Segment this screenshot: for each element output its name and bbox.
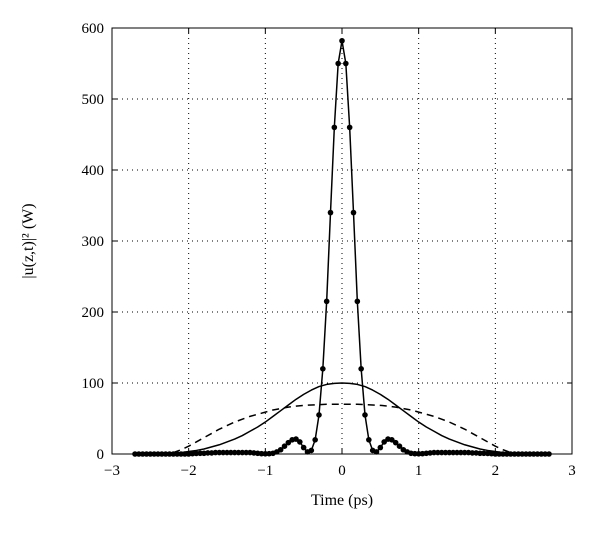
x-tick-label: 1 <box>415 463 423 479</box>
data-point <box>316 412 322 418</box>
data-point <box>331 124 338 131</box>
x-tick-label: 3 <box>568 463 576 479</box>
y-tick-label: 100 <box>82 376 105 392</box>
x-tick-label: −1 <box>257 463 273 479</box>
series-line-solid <box>165 382 519 455</box>
data-point <box>358 366 364 372</box>
data-point <box>477 450 483 457</box>
data-point <box>392 439 399 446</box>
data-point <box>335 60 341 67</box>
data-point <box>350 209 357 216</box>
data-point <box>354 298 361 305</box>
data-point <box>396 443 403 449</box>
data-point <box>293 436 299 442</box>
x-tick-label: 0 <box>338 463 346 479</box>
x-tick-label: −3 <box>104 463 120 479</box>
x-tick-labels: −3 −2 −1 0 1 2 3 <box>104 463 576 479</box>
data-point <box>323 298 330 305</box>
data-point <box>381 439 387 445</box>
data-point <box>389 437 395 443</box>
x-tick-label: −2 <box>181 463 197 479</box>
data-point <box>312 437 318 443</box>
y-tick-label: 200 <box>82 305 105 321</box>
data-point <box>297 439 303 445</box>
y-tick-label: 300 <box>82 234 105 250</box>
data-point <box>366 437 372 443</box>
x-tick-label: 2 <box>492 463 500 479</box>
data-point <box>281 443 288 449</box>
data-point <box>320 366 326 372</box>
y-tick-label: 0 <box>97 447 105 463</box>
series-line-dashed <box>173 403 511 454</box>
data-point <box>285 439 292 446</box>
data-point <box>362 412 368 418</box>
data-point <box>327 209 334 216</box>
y-tick-label: 500 <box>82 92 105 108</box>
data-point <box>277 446 284 453</box>
y-tick-label: 600 <box>82 21 105 37</box>
data-point <box>300 444 307 451</box>
data-point <box>339 37 345 44</box>
axis-ticks <box>111 27 573 455</box>
data-point <box>373 449 380 455</box>
x-axis-title: Time (ps) <box>311 492 373 509</box>
data-point <box>308 447 315 454</box>
data-point <box>346 124 353 131</box>
y-tick-label: 400 <box>82 163 105 179</box>
y-tick-labels: 0 100 200 300 400 500 600 <box>82 21 105 463</box>
data-point <box>377 444 384 451</box>
data-point <box>197 450 203 457</box>
data-point <box>343 60 349 67</box>
y-axis-title: |u(z,t)|² (W) <box>20 203 37 278</box>
